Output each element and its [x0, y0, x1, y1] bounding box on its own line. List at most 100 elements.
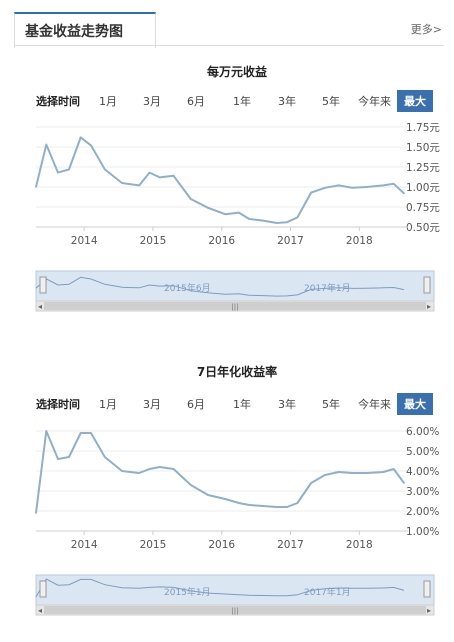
range-button-3y[interactable]: 3年	[278, 95, 296, 108]
y-tick-label: 1.00%	[406, 526, 439, 538]
range-button-1y[interactable]: 1年	[233, 398, 251, 411]
data-point	[148, 468, 151, 470]
data-point	[286, 506, 288, 508]
navigator-handle-right	[423, 580, 431, 598]
data-point	[248, 504, 251, 506]
chart-svg: 1.75元 1.50元 1.25元 1.00元 0.75元 0.50元 2014 2015 20…	[35, 122, 440, 312]
data-point	[68, 456, 70, 458]
range-button-1m[interactable]: 1月	[99, 398, 117, 411]
header-divider	[14, 45, 444, 46]
data-point	[57, 171, 59, 174]
y-tick-label: 1.50元	[406, 142, 440, 154]
chart-title: 每万元收益	[206, 65, 267, 79]
range-button-5y[interactable]: 5年	[322, 95, 340, 108]
range-button-max[interactable]: 最大	[397, 393, 433, 415]
y-tick-label: 4.00%	[406, 466, 439, 478]
data-point	[79, 136, 82, 139]
time-range-selector: 选择时间 1月 3月 6月 1年 3年 5年 今年来 最大	[34, 90, 440, 112]
data-point	[238, 211, 240, 214]
y-tick-label: 0.50元	[406, 222, 440, 234]
data-point	[262, 505, 264, 507]
data-point	[189, 484, 192, 486]
data-point	[138, 472, 140, 474]
data-point	[159, 466, 161, 468]
range-button-6m[interactable]: 6月	[187, 95, 205, 108]
navigator-date-label: 2015年6月	[164, 282, 211, 294]
data-point	[337, 471, 340, 473]
navigator-handle-right	[423, 276, 431, 294]
range-button-5y[interactable]: 5年	[322, 398, 340, 411]
data-point	[365, 472, 367, 474]
navigator-window	[35, 270, 435, 302]
scroll-left-arrow-icon: ◂	[38, 606, 42, 615]
header-tab[interactable]: 基金收益走势图	[14, 12, 156, 48]
scroll-right-arrow-icon: ▸	[427, 302, 431, 311]
navigator-handle-left	[39, 276, 47, 294]
data-point	[90, 144, 92, 147]
data-point	[275, 506, 278, 508]
x-tick-label: 2015	[140, 539, 167, 551]
range-button-3m[interactable]: 3月	[143, 398, 161, 411]
scrollbar-grip: |||	[231, 303, 238, 311]
range-button-6m[interactable]: 6月	[187, 398, 205, 411]
data-point	[103, 168, 106, 171]
chart-title: 7日年化收益率	[196, 365, 278, 379]
data-point	[262, 219, 264, 222]
data-point	[248, 218, 251, 220]
scroll-right-arrow-icon: ▸	[427, 606, 431, 615]
data-point	[224, 213, 226, 215]
range-button-1y[interactable]: 1年	[233, 95, 251, 108]
x-tick-label: 2018	[346, 539, 373, 551]
data-point	[382, 184, 385, 187]
x-tick-label: 2014	[71, 235, 98, 247]
data-point	[148, 171, 151, 174]
data-point	[351, 472, 354, 474]
data-point	[35, 186, 37, 188]
data-point	[275, 222, 278, 224]
range-button-3y[interactable]: 3年	[278, 398, 296, 411]
navigator-scrollbar-thumb	[44, 302, 426, 310]
data-point	[351, 187, 354, 189]
data-point	[392, 183, 395, 185]
data-point	[45, 430, 48, 432]
time-range-label: 选择时间	[36, 398, 80, 411]
data-point	[337, 184, 340, 187]
data-point	[403, 482, 405, 484]
data-point	[296, 216, 299, 219]
series-line	[35, 136, 405, 224]
y-tick-label: 3.00%	[406, 486, 439, 498]
navigator-scrollbar-thumb	[44, 606, 426, 614]
navigator-series-line	[35, 578, 405, 598]
time-range-selector: 选择时间 1月 3月 6月 1年 3年 5年 今年来 最大	[34, 393, 440, 415]
navigator-series-line	[35, 276, 405, 297]
data-point	[365, 186, 367, 188]
data-point	[207, 494, 209, 496]
data-point	[103, 456, 106, 458]
range-button-3m[interactable]: 3月	[143, 95, 161, 108]
data-point	[324, 474, 326, 476]
data-point	[35, 512, 37, 514]
data-point	[324, 187, 326, 189]
range-button-max[interactable]: 最大	[397, 90, 433, 112]
chart-svg: 6.00% 5.00% 4.00% 3.00% 2.00% 1.00% 2014 2015 20…	[35, 426, 439, 616]
navigator-date-label: 2015年1月	[164, 586, 211, 598]
x-tick-label: 2016	[208, 539, 235, 551]
range-button-1m[interactable]: 1月	[99, 95, 117, 108]
data-point	[392, 468, 395, 470]
x-tick-label: 2014	[71, 539, 98, 551]
data-point	[90, 432, 92, 434]
navigator-window	[35, 574, 435, 606]
data-point	[45, 143, 48, 146]
chart-panel-7day-yield: 7日年化收益率 选择时间 1月 3月 6月 1年 3年 5年 今年来 最大 6.…	[34, 355, 440, 640]
data-point	[403, 192, 405, 195]
y-tick-label: 5.00%	[406, 446, 439, 458]
more-link[interactable]: 更多>	[410, 23, 442, 36]
data-point	[68, 168, 70, 171]
x-tick-label: 2017	[277, 235, 304, 247]
y-tick-label: 1.25元	[406, 162, 440, 174]
range-button-ytd[interactable]: 今年来	[358, 398, 391, 411]
data-point	[121, 470, 123, 472]
range-button-ytd[interactable]: 今年来	[358, 95, 391, 108]
data-point	[238, 502, 240, 504]
y-tick-label: 6.00%	[406, 426, 439, 438]
